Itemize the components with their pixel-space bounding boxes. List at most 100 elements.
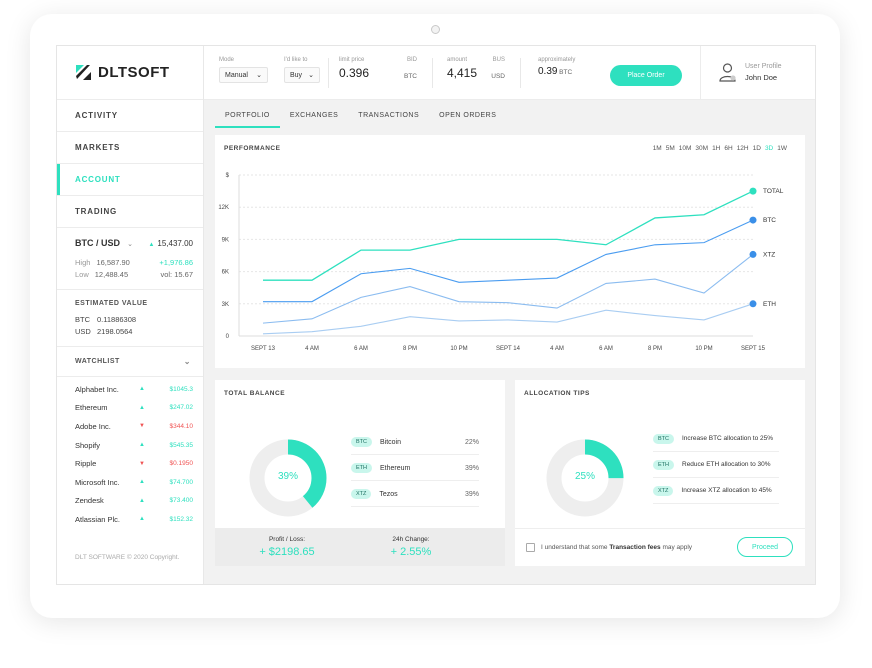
nav-item-markets[interactable]: MARKETS: [57, 132, 203, 164]
range-option[interactable]: 1W: [777, 145, 787, 152]
balance-donut-label: 39%: [277, 471, 298, 482]
watchlist-title: WATCHLIST: [75, 358, 120, 365]
tab-exchanges[interactable]: EXCHANGES: [289, 112, 339, 119]
series-line-eth: [262, 303, 754, 335]
mode-select[interactable]: Manual ⌄: [219, 67, 268, 83]
y-tick-label: 0: [226, 334, 230, 340]
side-select[interactable]: Buy ⌄: [284, 67, 320, 83]
arrow-up-icon: ▲: [139, 479, 145, 486]
nav-item-account[interactable]: ACCOUNT: [57, 164, 203, 196]
confirm-text-start: I understand that some: [541, 544, 608, 551]
series-line-xtz: [262, 253, 754, 324]
confirm-text: I understand that some Transaction fees …: [541, 544, 692, 551]
side-value: Buy: [290, 71, 303, 79]
watchlist-item[interactable]: Alphabet Inc. ▲ $1045.3: [57, 380, 203, 399]
tab-open-orders[interactable]: OPEN ORDERS: [439, 112, 497, 119]
balance-row: ETH Ethereum 39%: [351, 456, 479, 481]
watchlist-header[interactable]: WATCHLIST ⌄: [57, 347, 203, 377]
range-option[interactable]: 12H: [736, 145, 749, 152]
x-tick-label: SEPT 15: [741, 346, 766, 352]
est-usd-value: 2198.0564: [97, 327, 133, 336]
watchlist-item[interactable]: Zendesk ▲ $73.400: [57, 492, 203, 511]
x-tick-label: 6 AM: [354, 346, 368, 352]
range-option[interactable]: 30M: [695, 145, 709, 152]
ticker-price-value: 15,437.00: [157, 238, 193, 248]
series-end-point[interactable]: [749, 216, 757, 224]
watchlist-item[interactable]: Adobe Inc. ▼ $344.10: [57, 417, 203, 436]
watchlist-item[interactable]: Shopify ▲ $545.35: [57, 436, 203, 455]
range-option[interactable]: 3D: [764, 145, 774, 152]
watchlist-value: $0.1950: [169, 460, 194, 468]
approx-unit: BTC: [559, 69, 573, 76]
amount-field[interactable]: amount BUS 4,415 USD: [447, 57, 505, 80]
confirm-checkbox[interactable]: [526, 543, 535, 552]
allocation-tip[interactable]: ETH Reduce ETH allocation to 30%: [653, 452, 779, 478]
side-label: I'd like to: [284, 57, 308, 63]
y-tick-label: $: [226, 173, 230, 179]
watchlist-item[interactable]: Ripple ▼ $0.1950: [57, 454, 203, 473]
estimated-value-panel: ESTIMATED VALUE BTC 0.11886308 USD 2198.05…: [57, 290, 203, 347]
series-end-point[interactable]: [749, 250, 757, 258]
approx-value: 0.39: [538, 66, 558, 77]
range-option[interactable]: 1H: [712, 145, 721, 152]
price-unit: BTC: [404, 73, 417, 80]
watchlist-item[interactable]: Atlassian Plc. ▲ $152.32: [57, 510, 203, 529]
order-bar: Mode Manual ⌄ I'd like to Buy ⌄ limit pr…: [204, 46, 815, 100]
watchlist-value: $545.35: [169, 441, 194, 449]
chevron-down-icon: ⌄: [127, 241, 133, 248]
watchlist-item[interactable]: Ethereum ▲ $247.02: [57, 399, 203, 418]
arrow-up-icon: ▲: [139, 386, 145, 393]
proceed-button[interactable]: Proceed: [737, 537, 793, 557]
price-unit-top: BID: [406, 57, 417, 63]
profit-loss-label: Profit / Loss:: [268, 536, 306, 543]
low-label: Low: [75, 270, 89, 279]
asset-pct: 39%: [464, 490, 479, 498]
allocation-donut-label: 25%: [574, 471, 595, 482]
price-field[interactable]: limit price BID 0.396 BTC: [339, 57, 417, 80]
balance-row: XTZ Tezos 39%: [351, 482, 479, 507]
place-order-button[interactable]: Place Order: [610, 65, 682, 86]
amount-unit-top: BUS: [492, 57, 505, 63]
watchlist-name: Atlassian Plc.: [75, 514, 121, 524]
approx-label: approximately: [538, 57, 576, 63]
chevron-down-icon: ⌄: [256, 72, 262, 79]
nav-item-trading[interactable]: TRADING: [57, 196, 203, 228]
series-end-point[interactable]: [749, 300, 757, 308]
low-value: 12,488.45: [94, 270, 129, 279]
series-end-point[interactable]: [749, 187, 757, 195]
tab-transactions[interactable]: TRANSACTIONS: [358, 112, 420, 119]
divider: [432, 58, 433, 88]
user-profile[interactable]: User Profile John Doe: [700, 46, 815, 100]
range-option[interactable]: 6H: [724, 145, 733, 152]
user-icon: [719, 63, 736, 82]
main-nav: ACTIVITY MARKETS ACCOUNT TRADING: [57, 100, 203, 228]
pair-selector[interactable]: BTC / USD ⌄: [75, 238, 133, 248]
mode-label: Mode: [219, 57, 235, 63]
nav-item-activity[interactable]: ACTIVITY: [57, 100, 203, 132]
asset-tag: XTZ: [653, 485, 674, 496]
arrow-up-icon: ▲: [139, 497, 145, 504]
range-option[interactable]: 1D: [752, 145, 761, 152]
chevron-down-icon: ⌄: [308, 72, 314, 79]
change-24h-value: + 2.55%: [390, 546, 432, 558]
allocation-tip[interactable]: BTC Increase BTC allocation to 25%: [653, 426, 779, 452]
series-line-total: [263, 190, 754, 281]
mode-field: Mode Manual ⌄: [219, 57, 268, 83]
range-option[interactable]: 5M: [665, 145, 675, 152]
performance-chart: 0 3K 6K 9K 12K $ SEPT 13 4 AM 6 AM 8 PM 10 PM SEPT …: [218, 173, 783, 352]
tab-portfolio[interactable]: PORTFOLIO: [215, 106, 280, 128]
profit-loss-value: + $2198.65: [259, 546, 315, 558]
tip-text: Increase BTC allocation to 25%: [682, 435, 774, 442]
asset-tag: BTC: [351, 437, 372, 447]
range-option[interactable]: 10M: [678, 145, 692, 152]
range-option[interactable]: 1M: [652, 145, 662, 152]
watchlist-value: $247.02: [169, 404, 194, 412]
asset-tag: ETH: [351, 463, 372, 473]
arrow-up-icon: ▲: [139, 442, 145, 449]
logo[interactable]: DLTSOFT: [57, 46, 203, 100]
arrow-up-icon: ▲: [148, 241, 155, 248]
divider: [520, 58, 521, 88]
asset-name: Bitcoin: [380, 438, 402, 446]
allocation-tip[interactable]: XTZ Increase XTZ allocation to 45%: [653, 478, 779, 504]
watchlist-item[interactable]: Microsoft Inc. ▲ $74.700: [57, 473, 203, 492]
